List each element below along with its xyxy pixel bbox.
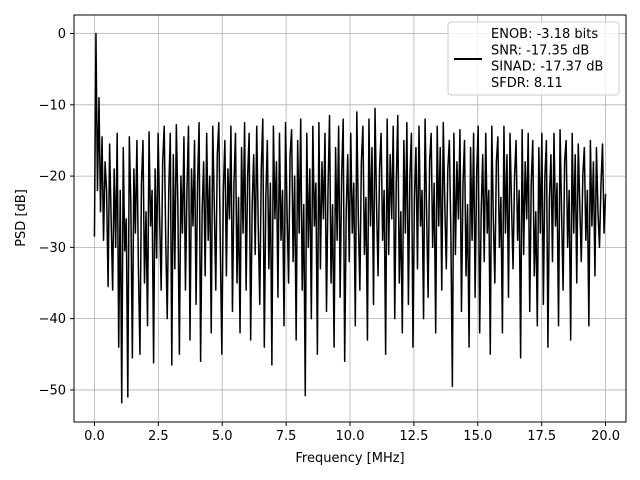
y-tick-label: −20 <box>39 170 66 185</box>
series-layer <box>93 32 607 404</box>
x-tick-label: 5.0 <box>212 429 233 444</box>
x-tick-label: 2.5 <box>148 429 169 444</box>
axis-ticks: 0.0 2.5 5.0 7.5 10.0 12.5 15.0 17.5 20.0 0 −10 −20 −… <box>39 27 620 444</box>
legend-box <box>447 21 620 96</box>
y-tick-label: −30 <box>39 241 66 256</box>
legend-entry-label: ENOB: -3.18 bits SNR: -17.35 dB SINAD: -17… <box>491 27 603 91</box>
y-axis-label: PSD [dB] <box>14 189 29 247</box>
x-tick-label: 12.5 <box>399 429 428 444</box>
y-tick-label: −10 <box>39 98 66 113</box>
y-tick-label: 0 <box>58 27 66 42</box>
legend-text-line: SNR: -17.35 dB <box>491 43 589 58</box>
x-tick-label: 17.5 <box>527 429 556 444</box>
x-tick-label: 15.0 <box>463 429 492 444</box>
y-tick-label: −40 <box>39 312 66 327</box>
x-axis-label: Frequency [MHz] <box>295 451 404 466</box>
series-line <box>93 32 607 404</box>
legend-text-line: SINAD: -17.37 dB <box>491 60 603 75</box>
legend-text-line: SFDR: 8.11 <box>491 76 563 91</box>
y-tick-label: −50 <box>39 383 66 398</box>
legend: ENOB: -3.18 bits SNR: -17.35 dB SINAD: -17… <box>447 21 620 96</box>
x-tick-label: 0.0 <box>84 429 105 444</box>
x-tick-label: 20.0 <box>591 429 620 444</box>
x-tick-label: 10.0 <box>336 429 365 444</box>
x-tick-label: 7.5 <box>276 429 297 444</box>
legend-text-line: ENOB: -3.18 bits <box>491 27 598 42</box>
